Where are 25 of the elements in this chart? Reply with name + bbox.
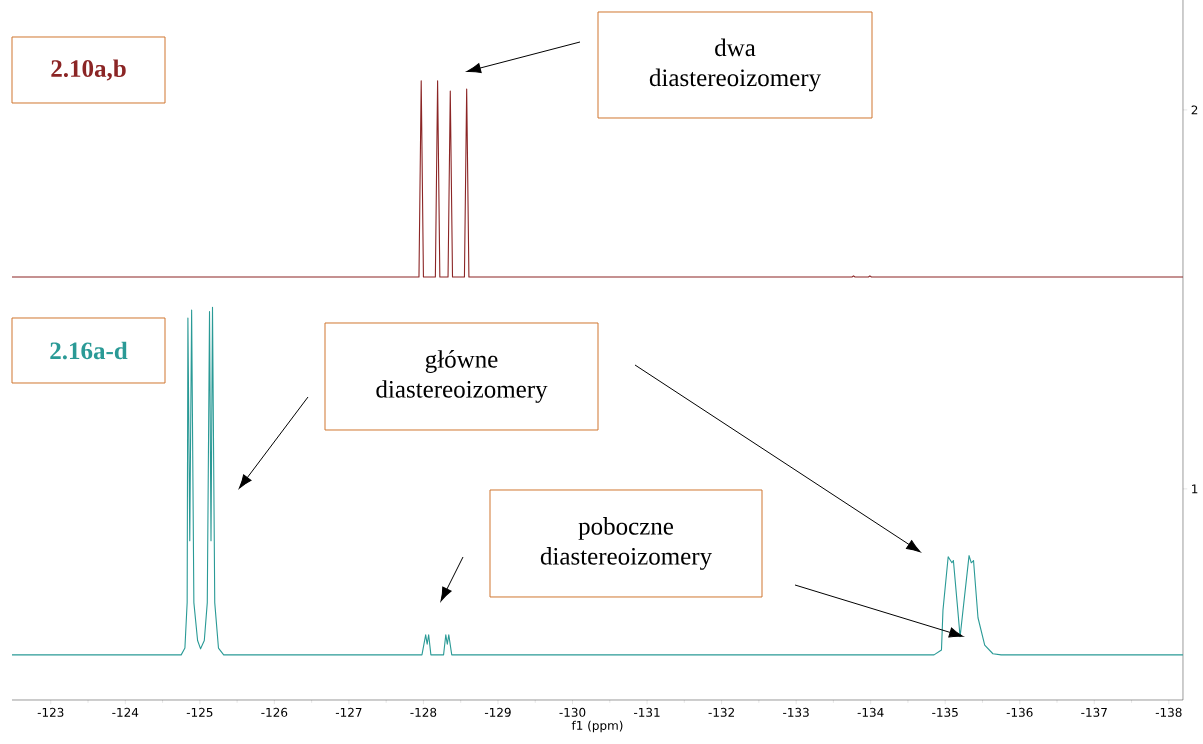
line-series — [11, 306, 1184, 656]
x-tick-label: -124 — [112, 707, 139, 717]
y-tick-label: 1 — [1192, 484, 1198, 494]
x-tick-label: -125 — [186, 707, 213, 717]
annotation: dwa diastereoizomery — [649, 38, 822, 92]
x-tick-label: -129 — [484, 707, 511, 717]
text: 2.10a,b — [51, 59, 126, 81]
x-tick-label: -135 — [932, 707, 958, 717]
x-tick-label: -133 — [783, 707, 809, 717]
x-tick-label: -131 — [634, 707, 660, 717]
x-tick-label: -134 — [857, 707, 884, 717]
x-tick-label: -138 — [1155, 707, 1182, 717]
x-tick-label: -123 — [37, 707, 64, 717]
x-tick-label: -130 — [559, 707, 586, 717]
x-tick-label: -127 — [335, 707, 362, 717]
annotation: główne diastereoizomery — [376, 350, 548, 403]
y-tick-label: 2 — [1191, 105, 1198, 115]
x-tick-label: -132 — [708, 707, 734, 717]
x-tick-label: -136 — [1006, 707, 1033, 717]
annotation: poboczne diastereoizomery — [540, 517, 713, 570]
x-tick-label: -128 — [410, 707, 437, 717]
x-axis-title: f1 (ppm) — [571, 720, 623, 733]
text: 2.16a-d — [50, 341, 128, 360]
x-tick-label: -137 — [1081, 707, 1107, 717]
x-tick-label: -126 — [261, 707, 288, 717]
